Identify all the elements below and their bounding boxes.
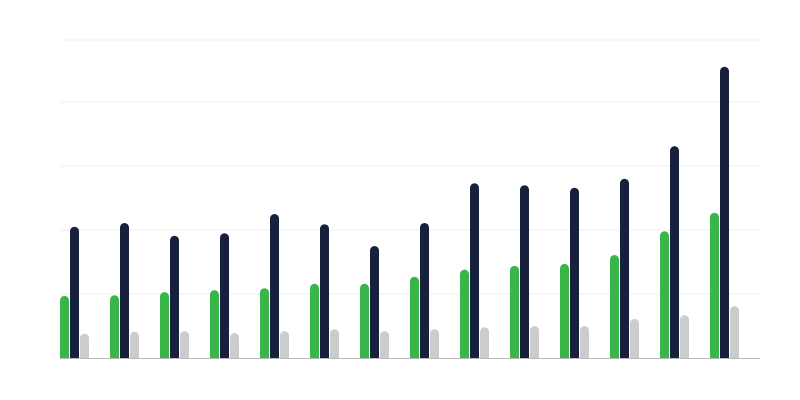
bar-series1-3 [160,292,169,358]
bar-series2-1 [70,226,79,358]
bar-series3-1 [80,333,89,358]
bar-series3-2 [130,331,139,358]
bar-series3-10 [530,326,539,358]
bar-series1-12 [610,254,619,358]
bar-series2-8 [420,222,429,358]
bar-series2-3 [170,235,179,358]
bar-series2-11 [570,187,579,358]
bar-series3-4 [230,333,239,358]
bar-series3-12 [630,318,639,358]
bar-series1-4 [210,290,219,358]
bar-series3-6 [330,329,339,358]
bar-series3-14 [730,306,739,358]
bar-series1-10 [510,265,519,358]
bar-series1-5 [260,288,269,358]
bar-series2-12 [620,178,629,358]
bar-series1-8 [410,276,419,358]
bar-series3-9 [480,327,489,358]
bar-series3-13 [680,315,689,358]
bar-series1-6 [310,283,319,358]
bar-series3-3 [180,331,189,358]
bar-series3-5 [280,331,289,358]
bar-series2-4 [220,233,229,358]
bar-series2-6 [320,224,329,358]
bar-series3-11 [580,326,589,358]
bar-series1-7 [360,283,369,358]
bar-series2-13 [670,146,679,358]
bar-series1-9 [460,269,469,358]
bar-series2-5 [270,214,279,358]
bar-series1-11 [560,263,569,358]
bar-series2-9 [470,183,479,358]
bar-series1-2 [110,295,119,358]
bar-series2-10 [520,185,529,358]
bar-series1-13 [660,231,669,358]
bar-series3-8 [430,329,439,358]
bar-series2-7 [370,246,379,358]
bar-series1-14 [710,212,719,358]
bar-series3-7 [380,331,389,358]
bar-series2-14 [720,66,729,359]
bar-series2-2 [120,222,129,358]
bar-series1-1 [60,295,69,358]
